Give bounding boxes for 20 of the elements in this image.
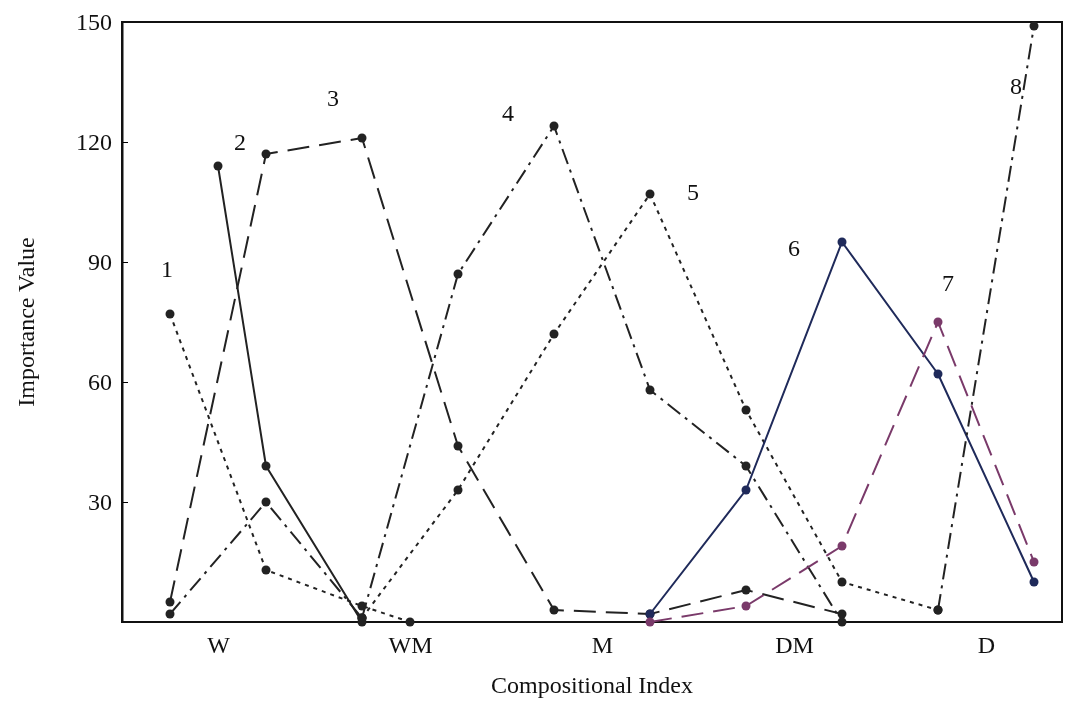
x-tick-label: WM [388,632,433,659]
y-axis-title: Importance Value [13,237,39,407]
series-label: 1 [161,255,173,282]
x-tick-label: W [207,632,231,659]
y-tick-label: 120 [76,129,112,156]
x-tick-label: M [591,632,614,659]
y-tick-label: 60 [88,369,112,396]
series-label: 4 [502,99,514,126]
series-label: 8 [1010,72,1022,99]
series-label: 7 [942,269,954,296]
y-tick-label: 30 [88,489,112,516]
x-tick-label: D [977,632,996,659]
series-label: 6 [788,234,800,261]
x-tick-label: DM [775,632,814,659]
series-label: 5 [687,178,699,205]
x-axis-title: Compositional Index [491,672,693,698]
series-label: 2 [234,128,246,155]
y-tick-label: 150 [76,9,112,36]
series-label: 3 [327,84,339,111]
y-tick-label: 90 [88,249,112,276]
